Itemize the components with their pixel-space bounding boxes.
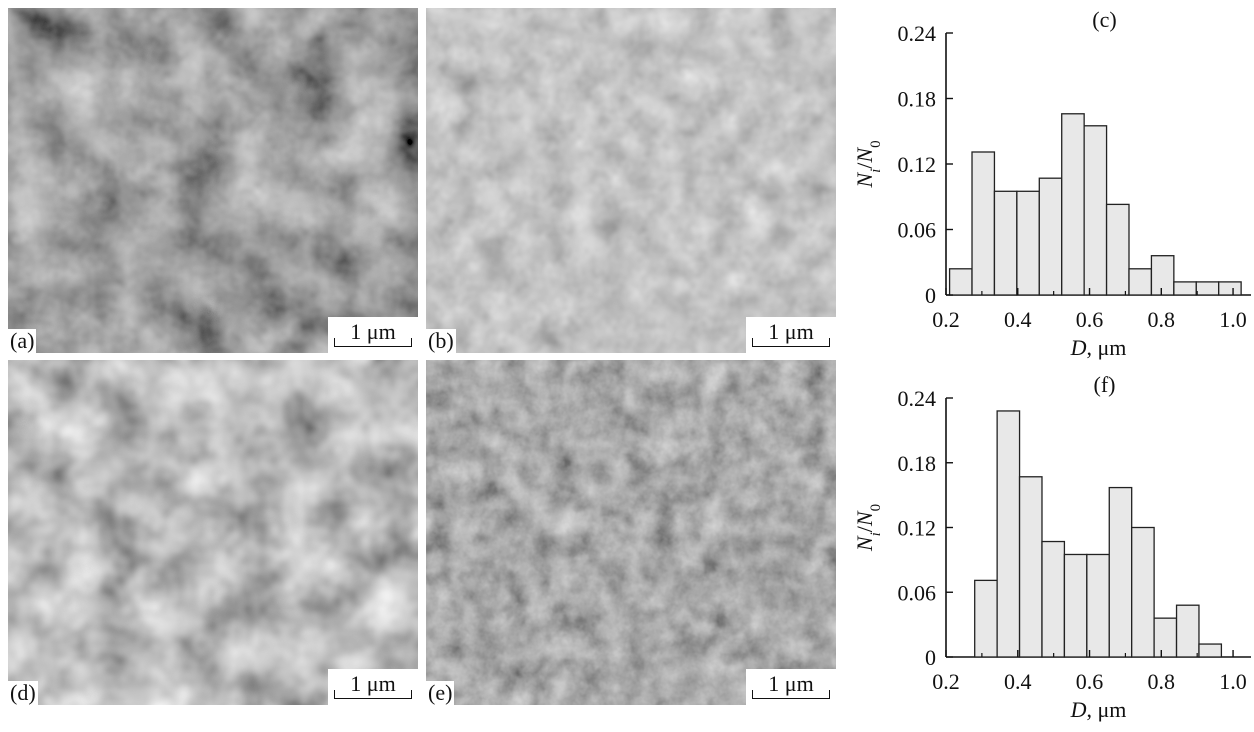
micrograph-a: [8, 8, 418, 353]
histogram-bar: [1131, 526, 1155, 658]
histogram-bar: [1108, 486, 1133, 658]
y-axis-label-part: N: [852, 172, 877, 189]
histogram-bar: [1198, 643, 1223, 658]
y-axis-label-part: /: [852, 525, 877, 532]
scale-bar-line: [334, 690, 412, 699]
y-tick-label: 0.24: [898, 21, 937, 46]
x-axis-label: D, μm: [1070, 335, 1127, 360]
panel-label-b: (b): [426, 328, 456, 353]
y-tick-label: 0.18: [898, 451, 937, 476]
y-axis-label-part: N: [852, 147, 877, 164]
y-tick-label: 0.12: [898, 152, 937, 177]
histogram-f: 0 0.06 0.12 0.18 0.24 0.2 0.4 0.6 0.8 1.0 (f) D, μm…: [852, 372, 1251, 722]
x-axis-label-unit: , μm: [1086, 697, 1126, 722]
histogram-bar: [971, 151, 996, 296]
histogram-bar: [993, 190, 1018, 296]
y-axis-label-part: N: [852, 510, 877, 527]
x-tick-label: 1.0: [1219, 307, 1247, 332]
y-tick-label: 0: [925, 283, 936, 308]
scale-bar-e: 1 μm: [746, 669, 836, 705]
x-axis-label-unit: , μm: [1086, 335, 1126, 360]
panel-label-d: (d): [8, 680, 38, 705]
histogram-bar: [1016, 190, 1040, 296]
histogram-bar: [948, 268, 973, 296]
histogram-bar: [1218, 281, 1242, 296]
y-axis-label-part: N: [852, 535, 877, 552]
x-tick-label: 0.8: [1148, 669, 1176, 694]
x-tick-label: 0.8: [1148, 307, 1176, 332]
y-axis-label-part: i: [868, 532, 884, 536]
histogram-bar: [1061, 113, 1085, 296]
scale-bar-b: 1 μm: [746, 317, 836, 353]
y-tick-label: 0.06: [898, 580, 937, 605]
x-axis-label-symbol: D: [1070, 697, 1087, 722]
panel-label-a: (a): [8, 328, 37, 353]
micrograph-b: [426, 8, 836, 353]
y-tick-label: 0.12: [898, 516, 937, 541]
panel-label-e: (e): [426, 680, 455, 705]
x-tick-label: 0.6: [1076, 307, 1104, 332]
y-axis-label-part: 0: [868, 140, 884, 148]
y-tick-label: 0.24: [898, 386, 937, 411]
histogram-bar: [1153, 617, 1178, 658]
x-tick-label: 0.4: [1004, 307, 1031, 332]
histogram-bar: [1038, 177, 1063, 296]
histogram-bar: [1083, 125, 1108, 296]
histogram-bar: [1105, 203, 1130, 296]
scale-bar-line: [752, 338, 830, 347]
scale-bar-d: 1 μm: [328, 669, 418, 705]
scale-bar-label: 1 μm: [350, 671, 396, 696]
y-axis-label-part: /: [852, 162, 877, 169]
y-axis-label: Ni/N0: [852, 140, 884, 188]
x-tick-label: 0.2: [932, 307, 960, 332]
scale-bar-label: 1 μm: [768, 671, 814, 696]
histogram-bar: [1041, 540, 1066, 658]
scale-bar-a: 1 μm: [328, 317, 418, 353]
x-tick-label: 0.2: [932, 669, 960, 694]
y-axis-label-part: 0: [868, 504, 884, 512]
histogram-bar: [1150, 255, 1175, 296]
y-axis-label-part: i: [868, 169, 884, 173]
x-axis-label: D, μm: [1070, 697, 1127, 722]
histogram-bar: [974, 579, 998, 658]
y-tick-label: 0.18: [898, 87, 937, 112]
histogram-bar: [1195, 281, 1220, 296]
histogram-bar: [1018, 476, 1043, 658]
micrograph-e: [426, 360, 836, 705]
micrograph-d: [8, 360, 418, 705]
scale-bar-line: [334, 338, 412, 347]
histogram-bar: [1086, 553, 1110, 658]
x-axis-label-symbol: D: [1070, 335, 1087, 360]
histogram-bar: [1128, 268, 1153, 296]
y-axis-label: Ni/N0: [852, 504, 884, 552]
histogram-bar: [996, 410, 1021, 658]
histogram-bar: [1173, 281, 1197, 296]
x-tick-label: 1.0: [1219, 669, 1247, 694]
scale-bar-label: 1 μm: [350, 319, 396, 344]
y-tick-label: 0: [925, 645, 936, 670]
x-tick-label: 0.6: [1076, 669, 1104, 694]
histogram-c: 0 0.06 0.12 0.18 0.24 0.2 0.4 0.6 0.8 1.0 (c) D, μm…: [852, 7, 1251, 360]
chart-title: (c): [1092, 7, 1116, 32]
y-tick-label: 0.06: [898, 218, 937, 243]
scale-bar-line: [752, 690, 830, 699]
histogram-bar: [1063, 553, 1088, 658]
histogram-bar: [1175, 604, 1200, 658]
chart-title: (f): [1094, 372, 1116, 397]
x-tick-label: 0.4: [1004, 669, 1031, 694]
scale-bar-label: 1 μm: [768, 319, 814, 344]
